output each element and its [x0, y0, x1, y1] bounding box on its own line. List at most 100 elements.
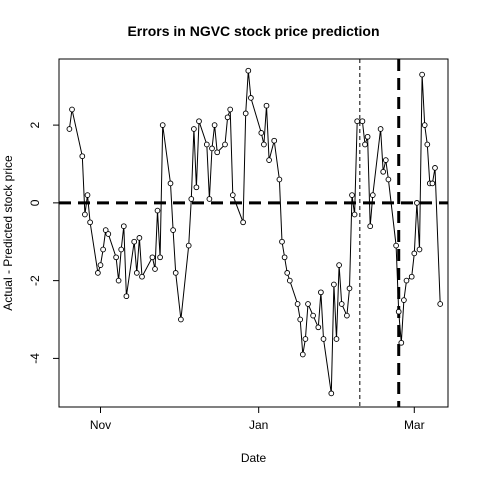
data-point [315, 324, 322, 331]
reference-lines [59, 59, 448, 407]
data-point [369, 192, 376, 198]
y-tick-label: 2 [28, 121, 42, 128]
data-point [100, 246, 106, 253]
data-point [248, 95, 254, 101]
data-point [191, 126, 197, 132]
data-point [245, 67, 252, 74]
data-point [279, 238, 285, 245]
data-point [258, 130, 265, 136]
data-point [185, 242, 192, 249]
data-point [131, 238, 138, 245]
data-point [133, 270, 140, 276]
chart-title: Errors in NGVC stock price prediction [127, 23, 379, 39]
data-point [359, 118, 366, 125]
data-point [172, 270, 179, 276]
data-point [333, 336, 340, 342]
data-point [432, 165, 438, 171]
data-point [87, 219, 93, 226]
data-point [79, 153, 86, 160]
data-point [429, 180, 436, 187]
data-point [351, 211, 358, 218]
data-point [157, 254, 163, 261]
data-point [414, 200, 420, 206]
data-point [118, 246, 125, 253]
data-point [209, 145, 215, 152]
data-point [84, 192, 91, 198]
y-tick-label: -4 [28, 353, 42, 364]
data-point [102, 227, 109, 233]
data-point [398, 339, 405, 346]
data-point [437, 301, 444, 307]
data-point [242, 110, 249, 117]
data-point [421, 122, 428, 128]
x-tick-label: Jan [249, 418, 268, 432]
y-axis-label: Actual - Predicted stock price [1, 155, 15, 311]
data-point [338, 301, 345, 307]
data-point [336, 262, 342, 268]
data-point [354, 118, 361, 125]
x-tick-label: Mar [404, 418, 425, 432]
data-point [284, 270, 291, 276]
x-axis-label: Date [241, 451, 267, 465]
data-point [393, 242, 399, 249]
data-point [331, 281, 337, 288]
data-point [261, 141, 267, 148]
data-point [380, 168, 387, 175]
data-point [95, 270, 101, 276]
data-point [263, 102, 270, 109]
data-point [115, 277, 122, 284]
data-point [222, 141, 228, 148]
y-tick-label: 0 [28, 199, 42, 206]
series-line [68, 70, 441, 394]
plot-frame [58, 58, 449, 408]
data-point [170, 227, 176, 233]
data-point [229, 192, 236, 198]
data-point [139, 273, 145, 280]
data-point [281, 254, 288, 261]
plot-area [58, 58, 449, 408]
data-point [211, 122, 218, 128]
data-point [69, 106, 75, 113]
data-point [188, 196, 195, 202]
data-point [349, 192, 355, 198]
data-point [411, 250, 418, 257]
data-point [154, 207, 161, 214]
data-point [149, 254, 156, 261]
data-point [271, 137, 278, 144]
data-point [318, 289, 324, 296]
data-point [123, 293, 130, 300]
data-point [364, 133, 371, 140]
data-point [299, 351, 306, 358]
data-point [395, 308, 402, 315]
data-point [224, 114, 231, 121]
series-layer [66, 67, 444, 397]
data-point [203, 141, 210, 148]
data-point [214, 149, 221, 156]
data-point [152, 266, 158, 272]
data-point [136, 235, 143, 241]
data-point [167, 180, 174, 187]
data-point [286, 277, 293, 284]
data-point [276, 176, 283, 183]
data-point [416, 246, 423, 253]
data-point [159, 122, 166, 128]
data-point [320, 336, 327, 342]
data-point [120, 223, 127, 230]
data-point [385, 176, 392, 183]
y-axis: -4 -2 0 2 [28, 121, 60, 364]
data-point [82, 211, 88, 218]
data-point [302, 336, 309, 342]
x-axis: Nov Jan Mar [90, 406, 425, 432]
data-point [424, 141, 431, 148]
data-point [240, 219, 246, 226]
data-point [193, 184, 200, 191]
data-point [310, 312, 316, 319]
data-point [196, 118, 202, 125]
data-point [408, 273, 415, 280]
data-point [401, 297, 407, 303]
data-point [305, 301, 311, 307]
data-point [344, 312, 350, 319]
data-point [419, 71, 425, 78]
data-point [206, 196, 213, 202]
